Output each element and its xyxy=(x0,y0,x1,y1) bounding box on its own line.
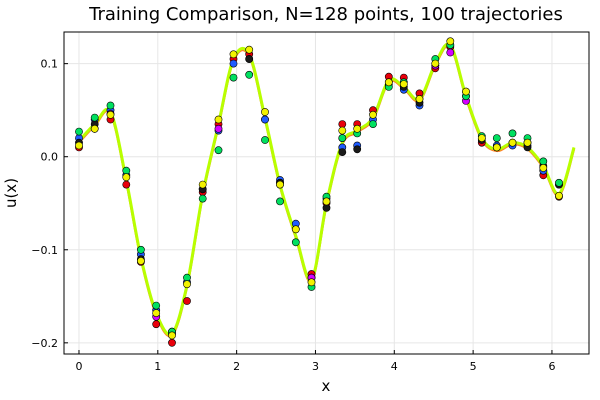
data-point-spring xyxy=(261,136,269,144)
data-points xyxy=(75,37,563,347)
data-point-yellow xyxy=(106,110,115,119)
data-point-spring xyxy=(106,101,115,110)
data-point-dark xyxy=(353,145,362,154)
y-tick-label: 0.1 xyxy=(41,58,59,71)
data-point-yellow xyxy=(446,37,455,46)
y-tick-label: −0.1 xyxy=(31,244,58,257)
data-point-spring xyxy=(291,238,300,247)
data-point-spring xyxy=(555,178,563,187)
fit-line-shadow xyxy=(78,44,576,338)
data-point-spring xyxy=(90,113,99,122)
data-point-yellow xyxy=(415,95,424,103)
data-point-spring xyxy=(198,194,207,203)
data-point-yellow xyxy=(90,124,99,133)
y-axis-label: u(x) xyxy=(2,178,20,208)
data-point-yellow xyxy=(462,87,470,96)
data-point-yellow xyxy=(214,115,223,124)
data-point-yellow xyxy=(136,256,145,265)
x-tick-label: 0 xyxy=(75,360,82,373)
x-tick-label: 5 xyxy=(470,360,477,373)
data-point-spring xyxy=(122,166,131,175)
data-point-spring xyxy=(508,129,517,138)
data-point-yellow xyxy=(261,108,269,116)
data-point-yellow xyxy=(198,180,207,189)
data-point-yellow xyxy=(338,126,347,135)
data-point-blue xyxy=(261,115,269,124)
data-point-yellow xyxy=(369,110,377,119)
data-point-yellow xyxy=(523,138,532,147)
data-point-yellow xyxy=(353,124,362,133)
data-point-yellow xyxy=(75,141,83,150)
data-point-spring xyxy=(229,73,238,82)
y-tick-label: 0.0 xyxy=(41,151,59,164)
data-point-spring xyxy=(75,127,83,136)
data-point-red xyxy=(152,320,161,329)
x-tick-label: 1 xyxy=(154,360,161,373)
plot-frame xyxy=(63,31,590,355)
data-point-dark xyxy=(245,55,254,63)
data-point-yellow xyxy=(168,331,176,340)
axis-ticks: 0 1 2 3 4 5 6 −0.2 −0.1 0.0 0.1 xyxy=(31,58,555,373)
data-point-yellow xyxy=(477,134,486,142)
data-point-yellow xyxy=(152,309,161,317)
data-point-red xyxy=(338,120,347,128)
data-point-yellow xyxy=(122,173,131,182)
data-point-spring xyxy=(152,301,161,310)
x-tick-label: 2 xyxy=(233,360,240,373)
data-point-yellow xyxy=(307,278,316,287)
x-tick-label: 4 xyxy=(391,360,398,373)
data-point-red xyxy=(168,338,176,347)
fit-line-path xyxy=(77,42,576,336)
data-point-spring xyxy=(276,197,284,206)
data-point-spring xyxy=(369,120,377,128)
data-point-spring xyxy=(539,157,548,166)
data-point-yellow xyxy=(431,59,440,68)
x-tick-label: 6 xyxy=(548,360,555,373)
data-point-yellow xyxy=(555,191,563,200)
y-tick-label: −0.2 xyxy=(31,337,58,350)
data-point-yellow xyxy=(508,138,517,147)
fit-line xyxy=(77,42,576,338)
data-point-yellow xyxy=(183,280,191,289)
data-point-spring xyxy=(136,245,145,254)
data-point-magenta xyxy=(446,48,455,57)
data-point-spring xyxy=(338,134,347,142)
data-point-yellow xyxy=(276,180,284,189)
data-point-dark xyxy=(338,148,347,156)
x-axis-label: x xyxy=(322,377,331,395)
data-point-dark xyxy=(322,203,331,212)
data-point-yellow xyxy=(322,197,331,206)
data-point-yellow xyxy=(539,163,548,172)
data-point-yellow xyxy=(399,80,408,88)
data-point-magenta xyxy=(214,124,223,133)
x-tick-label: 3 xyxy=(312,360,319,373)
grid xyxy=(64,32,589,354)
data-point-yellow xyxy=(291,225,300,234)
data-point-yellow xyxy=(384,78,393,87)
data-point-spring xyxy=(492,134,501,142)
data-point-spring xyxy=(183,273,191,282)
data-point-yellow xyxy=(229,50,238,59)
data-point-blue xyxy=(229,59,238,68)
data-point-yellow xyxy=(245,45,254,54)
data-point-yellow xyxy=(492,143,501,152)
data-point-red xyxy=(183,297,191,305)
data-point-spring xyxy=(214,146,223,155)
data-point-spring xyxy=(245,70,254,79)
data-point-red xyxy=(122,180,131,189)
chart-title: Training Comparison, N=128 points, 100 t… xyxy=(88,4,563,25)
